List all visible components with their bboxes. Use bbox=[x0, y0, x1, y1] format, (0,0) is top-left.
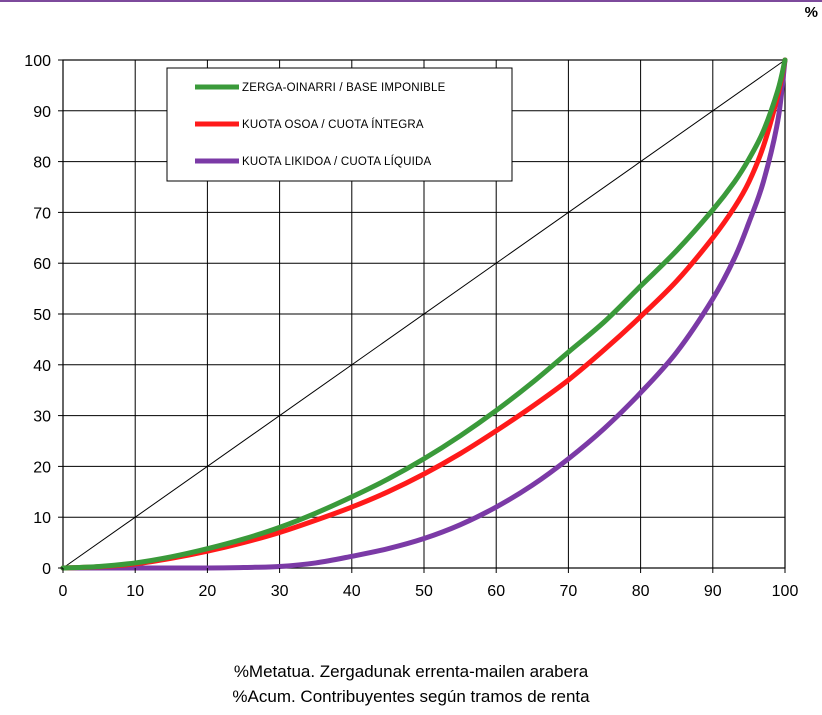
chart-svg: 0 10 20 30 40 50 60 70 80 90 100 0 10 20 30 40 50 60 70 80 9… bbox=[24, 53, 798, 600]
y-tick-label: 80 bbox=[33, 155, 51, 172]
y-tick-label: 20 bbox=[33, 459, 51, 476]
top-border-line bbox=[0, 0, 822, 2]
y-tick-label: 60 bbox=[33, 256, 51, 273]
x-tick-label: 0 bbox=[59, 583, 68, 600]
x-tick-label: 10 bbox=[126, 583, 144, 600]
y-tick-label: 50 bbox=[33, 307, 51, 324]
equality-line bbox=[62, 59, 786, 569]
x-tick-label: 30 bbox=[271, 583, 289, 600]
x-tick-label: 20 bbox=[199, 583, 217, 600]
y-tick-label: 30 bbox=[33, 409, 51, 426]
legend-label: KUOTA OSOA / CUOTA ÍNTEGRA bbox=[242, 118, 424, 131]
y-tick-label: 0 bbox=[42, 561, 51, 578]
x-tick-label: 80 bbox=[632, 583, 650, 600]
axis-ticks: 0 10 20 30 40 50 60 70 80 90 100 0 10 20 30 40 50 60 70 80 9… bbox=[24, 53, 798, 600]
series-line-zerga-oinarri bbox=[60, 57, 788, 571]
legend: ZERGA-OINARRI / BASE IMPONIBLE KUOTA OSOA… bbox=[166, 67, 513, 182]
y-tick-label: 10 bbox=[33, 510, 51, 527]
x-tick-label: 60 bbox=[487, 583, 505, 600]
legend-label: KUOTA LIKIDOA / CUOTA LÍQUIDA bbox=[242, 155, 432, 168]
series-line-kuota-likidoa bbox=[60, 57, 788, 571]
x-tick-label: 40 bbox=[343, 583, 361, 600]
series-lines bbox=[60, 57, 788, 571]
x-tick-label: 100 bbox=[772, 583, 799, 600]
x-axis-label-line-1: %Metatua. Zergadunak errenta-mailen arab… bbox=[233, 662, 589, 681]
x-axis-label-line-2: %Acum. Contribuyentes según tramos de re… bbox=[232, 687, 590, 706]
percent-corner-label: % bbox=[804, 4, 818, 21]
legend-label: ZERGA-OINARRI / BASE IMPONIBLE bbox=[242, 82, 446, 94]
y-tick-label: 40 bbox=[33, 358, 51, 375]
x-tick-label: 90 bbox=[704, 583, 722, 600]
y-tick-label: 100 bbox=[24, 53, 51, 70]
x-tick-label: 70 bbox=[560, 583, 578, 600]
equality-diagonal bbox=[62, 59, 786, 569]
y-tick-label: 70 bbox=[33, 205, 51, 222]
x-tick-label: 50 bbox=[415, 583, 433, 600]
y-tick-label: 90 bbox=[33, 104, 51, 121]
